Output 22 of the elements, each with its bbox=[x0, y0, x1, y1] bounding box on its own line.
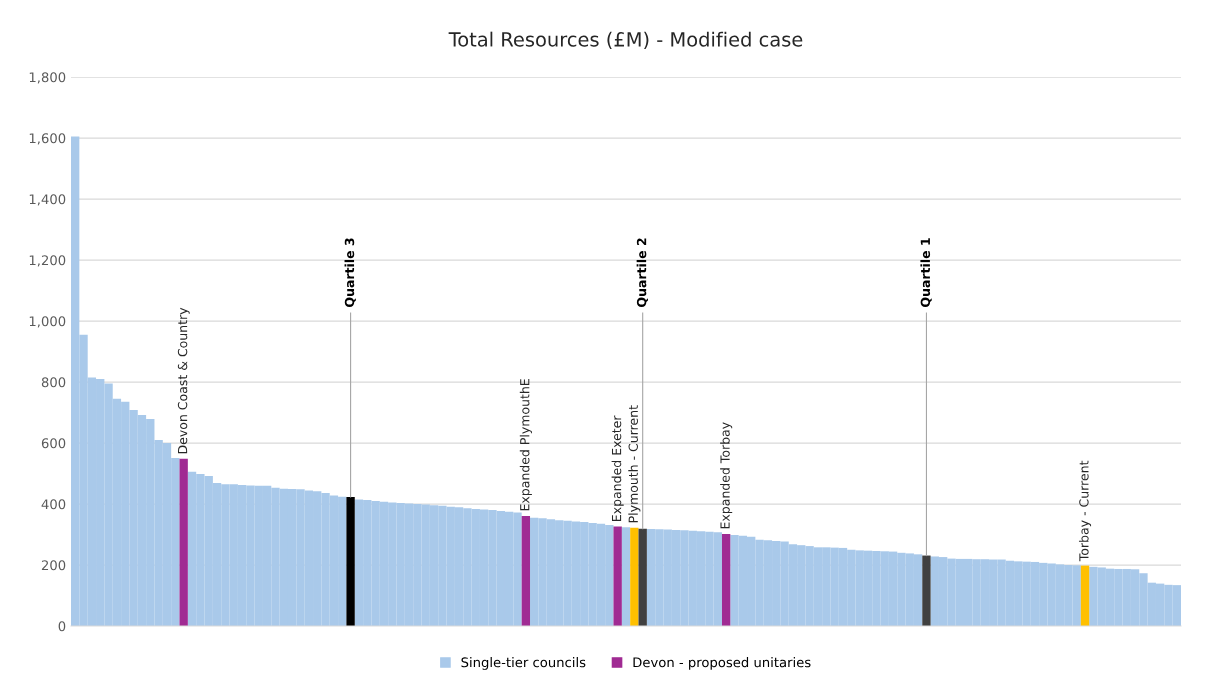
y-tick-label: 800 bbox=[41, 377, 66, 388]
y-tick-label: 1,200 bbox=[29, 255, 66, 267]
y-tick-label: 1,800 bbox=[29, 72, 66, 84]
data-label: Expanded PlymouthE bbox=[519, 379, 532, 511]
legend-label: Single-tier councils bbox=[461, 657, 586, 670]
y-tick-label: 1,000 bbox=[29, 316, 66, 328]
data-label: Plymouth - Current bbox=[628, 405, 641, 523]
data-label: Quartile 2 bbox=[636, 238, 648, 307]
data-label: Expanded Exeter bbox=[611, 415, 624, 521]
data-label: Expanded Torbay bbox=[720, 422, 733, 529]
y-tick-label: 200 bbox=[41, 560, 66, 571]
y-tick-label: 600 bbox=[41, 438, 66, 449]
data-label: Torbay - Current bbox=[1078, 460, 1092, 562]
y-tick-label: 1,600 bbox=[29, 133, 66, 145]
data-label: Quartile 3 bbox=[344, 238, 356, 307]
y-tick-label: 0 bbox=[58, 621, 66, 632]
data-label: Quartile 1 bbox=[920, 238, 932, 307]
y-tick-label: 1,400 bbox=[29, 194, 66, 206]
chart-title: Total Resources (£M) - Modified case bbox=[448, 31, 803, 50]
legend-label: Devon - proposed unitaries bbox=[633, 657, 811, 670]
y-tick-label: 400 bbox=[41, 499, 66, 510]
data-label: Devon Coast & Country bbox=[177, 307, 190, 454]
